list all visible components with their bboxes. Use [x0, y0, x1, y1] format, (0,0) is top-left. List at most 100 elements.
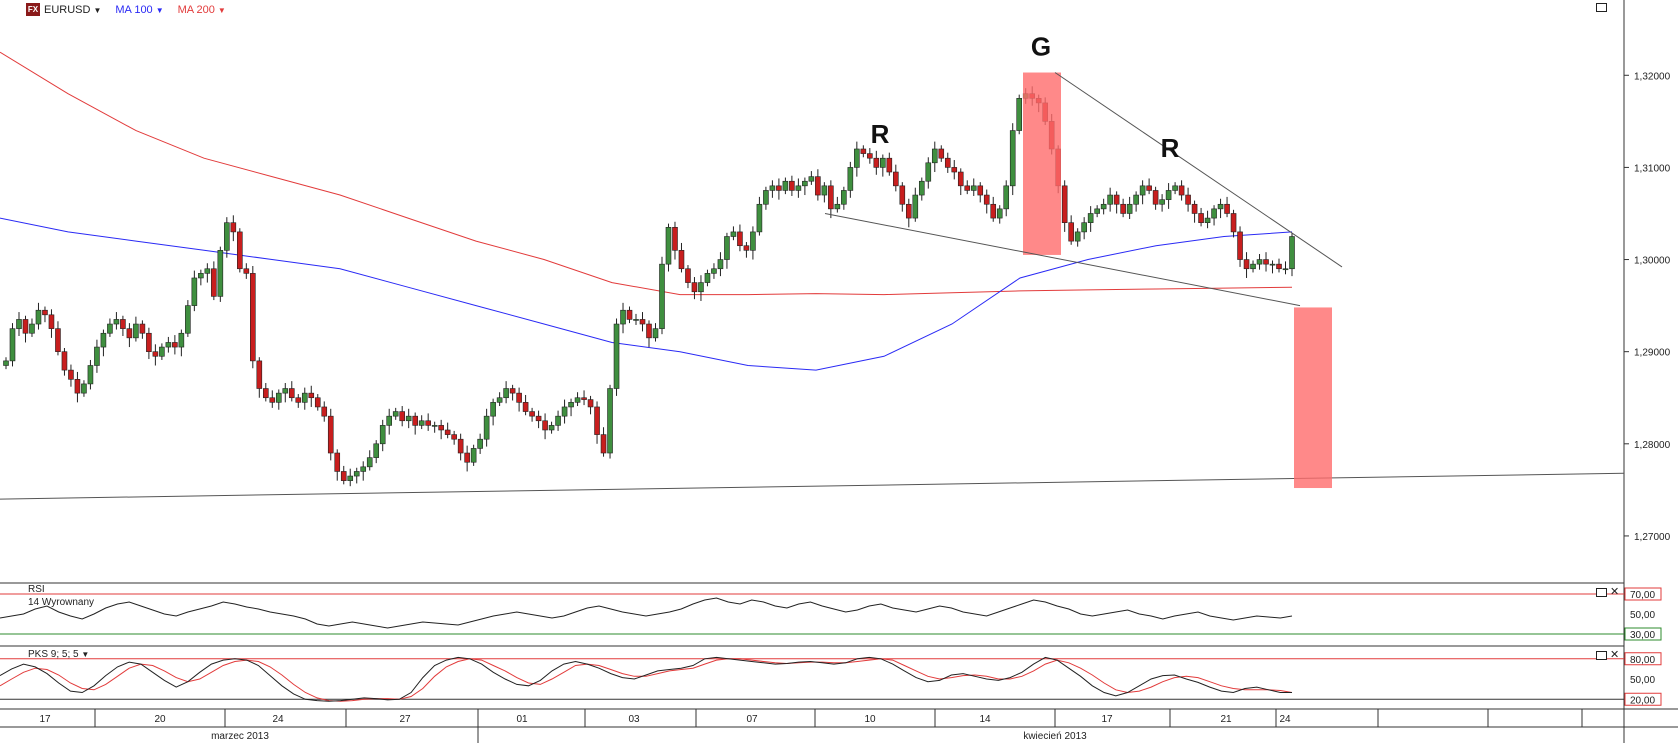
candle — [542, 420, 548, 431]
candle — [29, 323, 35, 334]
candle — [905, 203, 912, 219]
support-line — [0, 472, 1625, 500]
x-tick-label: 17 — [1101, 714, 1113, 725]
candle — [717, 259, 724, 270]
candle — [574, 397, 581, 403]
candle — [172, 342, 178, 348]
candle — [1009, 130, 1016, 187]
candle — [1016, 98, 1023, 131]
maximize-icon[interactable] — [1596, 588, 1607, 597]
candle — [68, 369, 74, 380]
candle — [1100, 203, 1107, 210]
maximize-icon[interactable] — [1596, 651, 1607, 660]
candle — [159, 346, 165, 357]
candle — [983, 194, 990, 205]
ma100-label: MA 100 — [115, 4, 153, 16]
x-tick-label: 01 — [516, 714, 528, 725]
candle — [763, 190, 769, 205]
candle — [386, 415, 393, 426]
chevron-down-icon: ▼ — [155, 5, 164, 15]
candle — [230, 222, 237, 233]
chevron-down-icon: ▼ — [93, 5, 102, 15]
candle — [782, 180, 789, 191]
candle — [795, 185, 802, 191]
candle — [334, 452, 341, 472]
candle — [1211, 208, 1217, 219]
candle — [1185, 194, 1191, 205]
candle — [288, 388, 295, 399]
ma100-selector[interactable]: MA 100 ▼ — [115, 4, 163, 16]
candle — [957, 171, 964, 187]
candle — [652, 328, 659, 339]
rsi-level-label: 70,00 — [1630, 590, 1655, 601]
candle — [944, 157, 951, 168]
candle — [275, 392, 282, 403]
trendline — [1054, 72, 1343, 268]
candle — [970, 185, 977, 191]
candle — [899, 185, 906, 205]
candle — [548, 425, 555, 431]
candle — [1198, 213, 1204, 223]
candle — [691, 282, 698, 293]
stoch-k-line — [0, 656, 1292, 702]
candle — [1094, 208, 1100, 214]
stoch-level-label: 80,00 — [1630, 655, 1655, 666]
candle — [120, 319, 126, 329]
symbol-label: EURUSD — [44, 4, 91, 16]
candle — [451, 434, 457, 440]
candle — [750, 231, 756, 251]
chevron-down-icon: ▼ — [81, 650, 90, 659]
candle — [1133, 194, 1139, 205]
stoch-label-text: PKS 9; 5; 5 — [28, 649, 79, 660]
x-tick-label: 03 — [628, 714, 640, 725]
candle — [867, 153, 873, 159]
chevron-down-icon: ▼ — [217, 5, 226, 15]
close-icon[interactable]: ✕ — [1610, 586, 1620, 598]
candle — [470, 448, 477, 463]
candle — [483, 415, 490, 440]
candle — [48, 314, 55, 329]
candle — [1276, 263, 1282, 270]
candle — [412, 415, 418, 426]
close-icon[interactable]: ✕ — [1610, 649, 1620, 661]
candle — [821, 185, 828, 196]
candle — [893, 171, 899, 187]
candle — [347, 475, 354, 481]
candle — [178, 332, 185, 348]
candle — [81, 383, 87, 394]
candle — [535, 415, 542, 422]
x-tick-label: 20 — [154, 714, 166, 725]
candle — [1178, 185, 1185, 196]
candle — [74, 379, 81, 394]
candle — [529, 411, 535, 417]
candle — [951, 167, 958, 173]
stoch-d-line — [0, 658, 1293, 702]
candle — [639, 319, 646, 325]
candle — [789, 180, 795, 191]
candle — [1074, 231, 1081, 242]
candle — [327, 415, 334, 454]
candle — [938, 148, 945, 159]
candle — [1068, 222, 1074, 242]
candle — [854, 148, 860, 168]
candle — [918, 180, 925, 196]
y-tick-label: 1,28000 — [1634, 440, 1671, 451]
candle — [438, 425, 444, 431]
maximize-icon[interactable] — [1596, 3, 1607, 12]
candle — [1204, 217, 1211, 223]
candle — [672, 226, 678, 251]
candle — [912, 194, 919, 219]
ma200-selector[interactable]: MA 200 ▼ — [178, 4, 226, 16]
candle — [769, 185, 776, 191]
symbol-selector[interactable]: EURUSD ▼ — [44, 4, 101, 16]
candle — [237, 231, 243, 270]
candle — [880, 157, 886, 168]
candle — [191, 277, 198, 306]
candle — [464, 452, 470, 463]
stoch-label[interactable]: PKS 9; 5; 5 ▼ — [28, 649, 89, 660]
candle — [600, 434, 607, 454]
candle — [3, 360, 9, 366]
candle — [308, 392, 315, 399]
candle — [256, 360, 263, 389]
